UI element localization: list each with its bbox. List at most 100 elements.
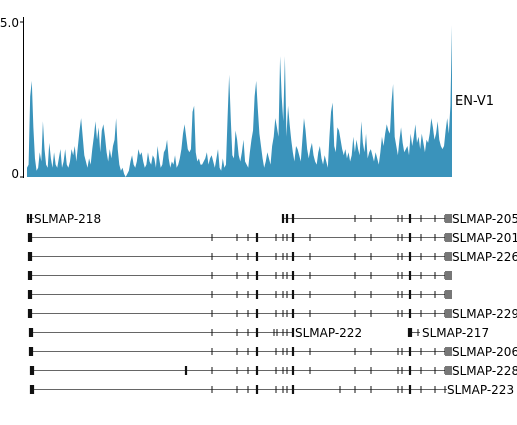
exon-mark — [286, 253, 288, 260]
exon-mark — [255, 366, 259, 375]
exon-mark — [420, 215, 422, 222]
transcript-label: SLMAP-201 — [452, 231, 517, 245]
utr-box — [445, 271, 452, 280]
exon-mark — [255, 347, 259, 356]
exon-mark — [29, 214, 33, 223]
exon-mark — [434, 253, 436, 260]
exon-mark — [255, 271, 259, 280]
exon-mark — [370, 367, 372, 374]
exon-mark — [309, 272, 311, 279]
exon-mark — [309, 367, 311, 374]
transcript-row: SLMAP-229 — [27, 307, 517, 321]
exon-mark — [247, 386, 249, 393]
exon-mark — [291, 366, 295, 375]
exon-mark — [408, 271, 412, 280]
transcript-label: SLMAP-229 — [452, 307, 517, 321]
exon-mark — [434, 291, 436, 298]
exon-mark — [236, 272, 238, 279]
exon-mark — [291, 309, 295, 318]
exon-mark — [29, 290, 33, 299]
exon-mark — [275, 291, 277, 298]
exon-mark — [291, 347, 295, 356]
exon-mark — [27, 233, 31, 242]
exon-mark — [309, 348, 311, 355]
exon-mark — [309, 310, 311, 317]
exon-mark — [397, 272, 399, 279]
exon-mark — [408, 385, 412, 394]
exon-mark — [275, 367, 277, 374]
exon-mark — [420, 234, 422, 241]
exon-mark — [434, 348, 436, 355]
exon-mark — [282, 329, 284, 336]
exon-mark — [275, 348, 277, 355]
exon-mark — [275, 234, 277, 241]
exon-mark — [370, 348, 372, 355]
exon-mark — [28, 328, 32, 337]
exon-mark — [291, 290, 295, 299]
utr-box — [445, 309, 452, 318]
exon-mark — [397, 367, 399, 374]
exon-mark — [397, 215, 399, 222]
exon-mark — [291, 328, 295, 337]
exon-mark — [354, 310, 356, 317]
exon-mark — [417, 329, 419, 336]
transcript-row: SLMAP-218 — [26, 212, 101, 226]
exon-mark — [309, 234, 311, 241]
exon-mark — [255, 290, 259, 299]
exon-mark — [291, 252, 295, 261]
exon-mark — [30, 347, 34, 356]
exon-mark — [420, 291, 422, 298]
exon-mark — [397, 310, 399, 317]
exon-mark — [26, 214, 30, 223]
transcript-label: SLMAP-222 — [295, 326, 362, 340]
transcript-row: SLMAP-206 — [28, 345, 517, 359]
exon-mark — [276, 329, 278, 336]
transcript-row: SLMAP-222 — [28, 326, 362, 340]
exon-mark — [31, 385, 35, 394]
exon-mark — [286, 386, 288, 393]
exon-mark — [401, 291, 403, 298]
exon-mark — [434, 215, 436, 222]
exon-mark — [397, 253, 399, 260]
transcript-label: SLMAP-218 — [34, 212, 101, 226]
exon-mark — [211, 310, 213, 317]
exon-mark — [275, 310, 277, 317]
coverage-track-label: EN-V1 — [455, 94, 494, 109]
exon-mark — [285, 214, 289, 223]
exon-mark — [275, 253, 277, 260]
exon-mark — [275, 386, 277, 393]
exon-mark — [291, 385, 295, 394]
exon-mark — [354, 215, 356, 222]
exon-mark — [286, 234, 288, 241]
exon-mark — [184, 366, 188, 375]
exon-mark — [30, 328, 34, 337]
exon-mark — [291, 271, 295, 280]
exon-mark — [354, 253, 356, 260]
transcript-row: SLMAP-205 — [281, 212, 517, 226]
exon-mark — [291, 214, 295, 223]
exon-mark — [339, 386, 341, 393]
exon-mark — [397, 291, 399, 298]
exon-mark — [211, 272, 213, 279]
transcript-label: SLMAP-223 — [447, 383, 514, 397]
exon-mark — [370, 272, 372, 279]
exon-mark — [286, 291, 288, 298]
transcript-row: SLMAP-201 — [27, 231, 517, 245]
coverage-ymin-label: 0 — [11, 167, 19, 181]
transcript-label: SLMAP-228 — [452, 364, 517, 378]
exon-mark — [27, 252, 31, 261]
exon-mark — [247, 253, 249, 260]
utr-box — [445, 233, 452, 242]
exon-mark — [236, 367, 238, 374]
exon-mark — [401, 253, 403, 260]
exon-mark — [27, 271, 31, 280]
exon-mark — [397, 234, 399, 241]
exon-mark — [370, 253, 372, 260]
exon-mark — [401, 367, 403, 374]
exon-mark — [211, 386, 213, 393]
exon-mark — [28, 347, 32, 356]
transcript-row: SLMAP-228 — [29, 364, 517, 378]
transcript-label: SLMAP-226 — [452, 250, 517, 264]
